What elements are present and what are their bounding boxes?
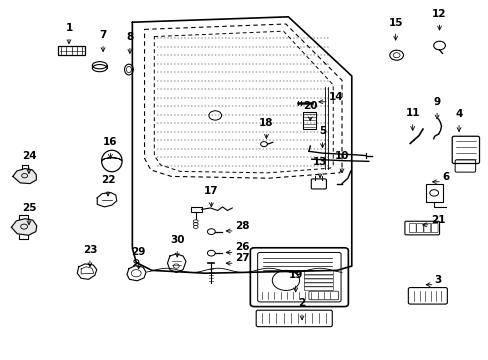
Text: 29: 29 <box>131 247 145 257</box>
Text: 20: 20 <box>303 101 317 111</box>
Text: 21: 21 <box>430 215 445 225</box>
Text: 22: 22 <box>101 175 115 185</box>
Polygon shape <box>11 219 37 235</box>
Text: 14: 14 <box>328 92 343 102</box>
Text: 30: 30 <box>170 235 184 245</box>
Text: 11: 11 <box>405 108 419 118</box>
Text: 13: 13 <box>312 157 326 167</box>
Text: 3: 3 <box>434 275 441 285</box>
Text: 12: 12 <box>431 9 446 19</box>
Text: 17: 17 <box>203 186 218 196</box>
Text: 15: 15 <box>387 18 402 28</box>
Text: 24: 24 <box>21 151 36 161</box>
Text: 7: 7 <box>99 30 106 40</box>
Text: 9: 9 <box>433 97 440 107</box>
Text: 1: 1 <box>65 23 72 33</box>
Text: 10: 10 <box>334 151 348 161</box>
Text: 6: 6 <box>441 172 448 182</box>
Text: 25: 25 <box>21 203 36 213</box>
Text: 26: 26 <box>234 242 249 252</box>
Text: 4: 4 <box>454 109 462 119</box>
Text: 8: 8 <box>126 32 133 42</box>
Text: 2: 2 <box>298 298 305 309</box>
Text: 16: 16 <box>103 137 118 147</box>
Text: 5: 5 <box>318 126 325 136</box>
Polygon shape <box>13 168 36 184</box>
Text: 19: 19 <box>288 270 302 280</box>
Text: 23: 23 <box>82 244 97 255</box>
Text: 18: 18 <box>259 118 273 129</box>
Text: 28: 28 <box>234 221 249 231</box>
Text: 27: 27 <box>234 253 249 263</box>
